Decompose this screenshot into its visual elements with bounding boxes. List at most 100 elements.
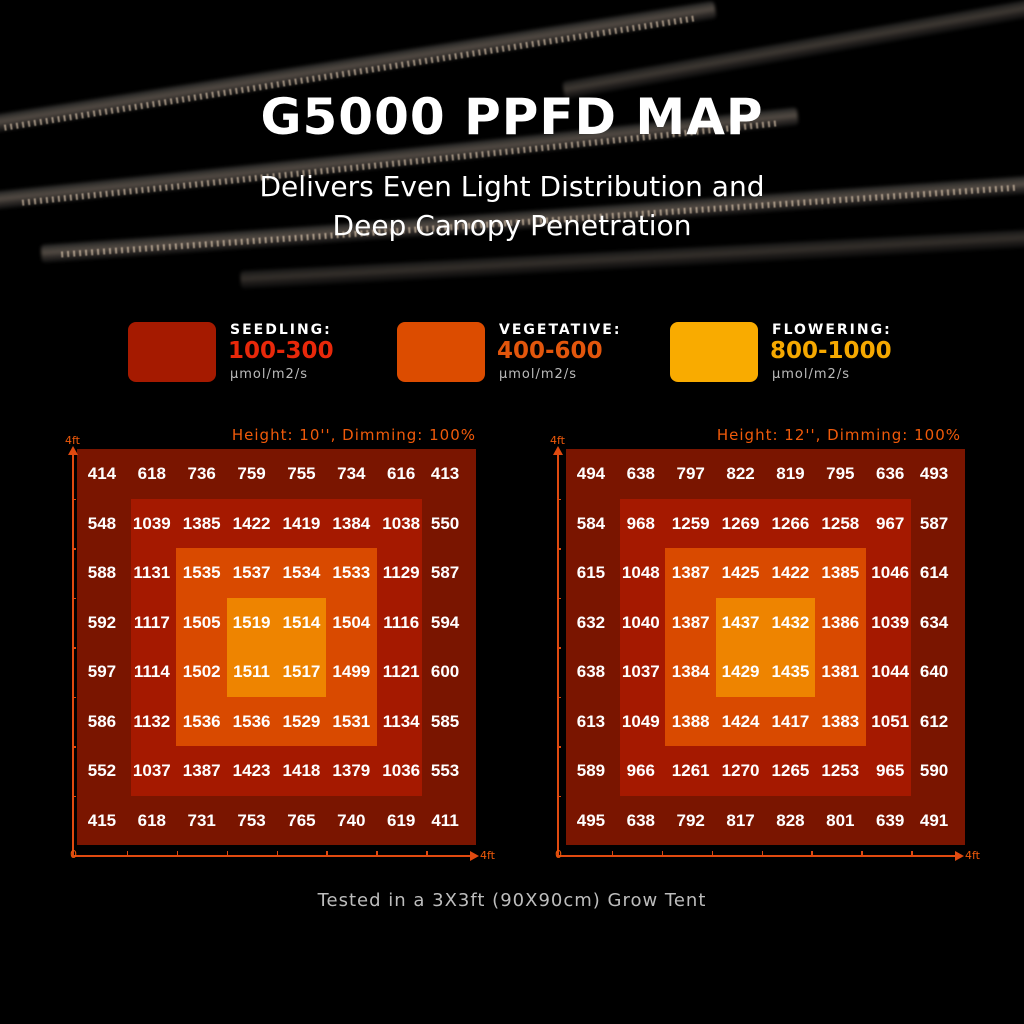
ppfd-cell: 1502 (182, 662, 221, 681)
ppfd-cell: 1386 (821, 612, 860, 632)
ppfd-cell: 1134 (382, 711, 420, 731)
ppfd-cell: 584 (576, 513, 606, 533)
x-axis-tick (326, 851, 328, 855)
ppfd-cell: 639 (876, 810, 905, 830)
ppfd-cell: 1514 (282, 612, 321, 632)
ppfd-cell: 1038 (382, 513, 421, 533)
ppfd-cell: 1419 (282, 513, 321, 533)
ppfd-cell: 1387 (671, 612, 710, 632)
ppfd-cell: 965 (876, 761, 905, 780)
ppfd-cell: 616 (387, 464, 416, 483)
y-axis-tick (558, 696, 561, 698)
ppfd-cell: 1422 (232, 513, 271, 533)
ppfd-cell: 1040 (621, 612, 660, 632)
ppfd-cell: 1435 (771, 662, 810, 681)
legend-swatch (128, 322, 216, 382)
legend-unit: μmol/m2/s (772, 367, 850, 382)
ppfd-cell: 618 (137, 464, 166, 483)
ppfd-cell: 1387 (182, 761, 221, 780)
legend-swatch (397, 322, 485, 382)
ppfd-cell: 1039 (871, 612, 910, 632)
ppfd-cell: 1425 (721, 563, 760, 582)
legend-range: 800-1000 (770, 338, 892, 364)
page-title: G5000 PPFD MAP (260, 88, 764, 146)
y-axis-tick (73, 795, 76, 797)
ppfd-cell: 765 (287, 810, 316, 830)
y-axis-line (557, 452, 559, 855)
ppfd-cell: 755 (287, 464, 316, 483)
ppfd-cell: 640 (919, 662, 949, 681)
legend-unit: μmol/m2/s (499, 367, 577, 382)
ppfd-cell: 615 (576, 563, 606, 582)
ppfd-cell: 495 (576, 810, 606, 830)
ppfd-cell: 1046 (871, 563, 910, 582)
ppfd-cell: 1265 (771, 761, 810, 780)
ppfd-cell: 613 (576, 711, 606, 731)
ppfd-cell: 494 (576, 464, 606, 483)
ppfd-cell: 1131 (133, 563, 171, 582)
ppfd-cell: 759 (237, 464, 266, 483)
ppfd-cell: 1269 (721, 513, 760, 533)
ppfd-cell: 1505 (182, 612, 221, 632)
x-axis-tick (761, 851, 763, 855)
ppfd-cell: 1261 (671, 761, 710, 780)
x-axis-max-label: 4ft (480, 849, 495, 862)
y-axis-tick (558, 795, 561, 797)
ppfd-cell: 548 (87, 513, 117, 533)
ppfd-cell: 1385 (821, 563, 860, 582)
ppfd-cell: 1529 (282, 711, 321, 731)
ppfd-cell: 414 (87, 464, 117, 483)
ppfd-cell: 632 (576, 612, 606, 632)
axis-origin-label: 0 (555, 848, 562, 861)
ppfd-cell: 1051 (871, 711, 910, 731)
ppfd-cell: 1116 (383, 612, 420, 632)
ppfd-cell: 731 (187, 810, 216, 830)
ppfd-cell: 411 (431, 810, 459, 830)
y-axis-arrow-icon (553, 446, 563, 455)
x-axis-tick (276, 851, 278, 855)
x-axis-tick (426, 851, 428, 855)
x-axis-tick (226, 851, 229, 855)
ppfd-cell: 586 (87, 711, 117, 731)
ppfd-cell: 1423 (232, 761, 271, 780)
ppfd-cell: 493 (919, 464, 949, 483)
ppfd-cell: 1417 (771, 711, 810, 731)
x-axis-tick (711, 851, 714, 855)
ppfd-cell: 1535 (182, 563, 221, 582)
x-axis-tick (861, 851, 863, 855)
ppfd-cell: 587 (430, 563, 460, 582)
zone-core (226, 597, 327, 697)
ppfd-cell: 413 (430, 464, 460, 483)
ppfd-cell: 1129 (382, 563, 420, 582)
ppfd-cell: 795 (826, 464, 855, 483)
ppfd-cell: 1536 (232, 711, 271, 731)
x-axis-line (72, 855, 472, 857)
ppfd-cell: 797 (676, 464, 705, 483)
ppfd-cell: 1117 (133, 612, 170, 632)
ppfd-cell: 819 (776, 464, 805, 483)
ppfd-cell: 619 (387, 810, 416, 830)
y-axis-tick (73, 548, 76, 550)
subtitle-line-1: Delivers Even Light Distribution and (259, 170, 765, 203)
ppfd-cell: 1429 (721, 662, 760, 681)
ppfd-cell: 589 (576, 761, 606, 780)
ppfd-cell: 1132 (133, 711, 171, 731)
ppfd-cell: 1266 (771, 513, 810, 533)
ppfd-cell: 1422 (771, 563, 810, 582)
ppfd-cell: 1381 (821, 662, 860, 681)
ppfd-cell: 1270 (721, 761, 760, 780)
ppfd-cell: 1533 (332, 563, 371, 582)
ppfd-cell: 552 (87, 761, 117, 780)
y-axis-tick (558, 498, 561, 500)
ppfd-cell: 968 (626, 513, 655, 533)
ppfd-cell: 1537 (232, 563, 271, 582)
ppfd-cell: 817 (726, 810, 755, 830)
ppfd-cell: 587 (919, 513, 949, 533)
ppfd-cell: 1536 (182, 711, 221, 731)
y-axis-arrow-icon (68, 446, 78, 455)
ppfd-cell: 1044 (871, 662, 910, 681)
x-axis-max-label: 4ft (965, 849, 980, 862)
ppfd-cell: 1121 (382, 662, 420, 681)
ppfd-cell: 588 (87, 563, 117, 582)
legend-unit: μmol/m2/s (230, 367, 308, 382)
